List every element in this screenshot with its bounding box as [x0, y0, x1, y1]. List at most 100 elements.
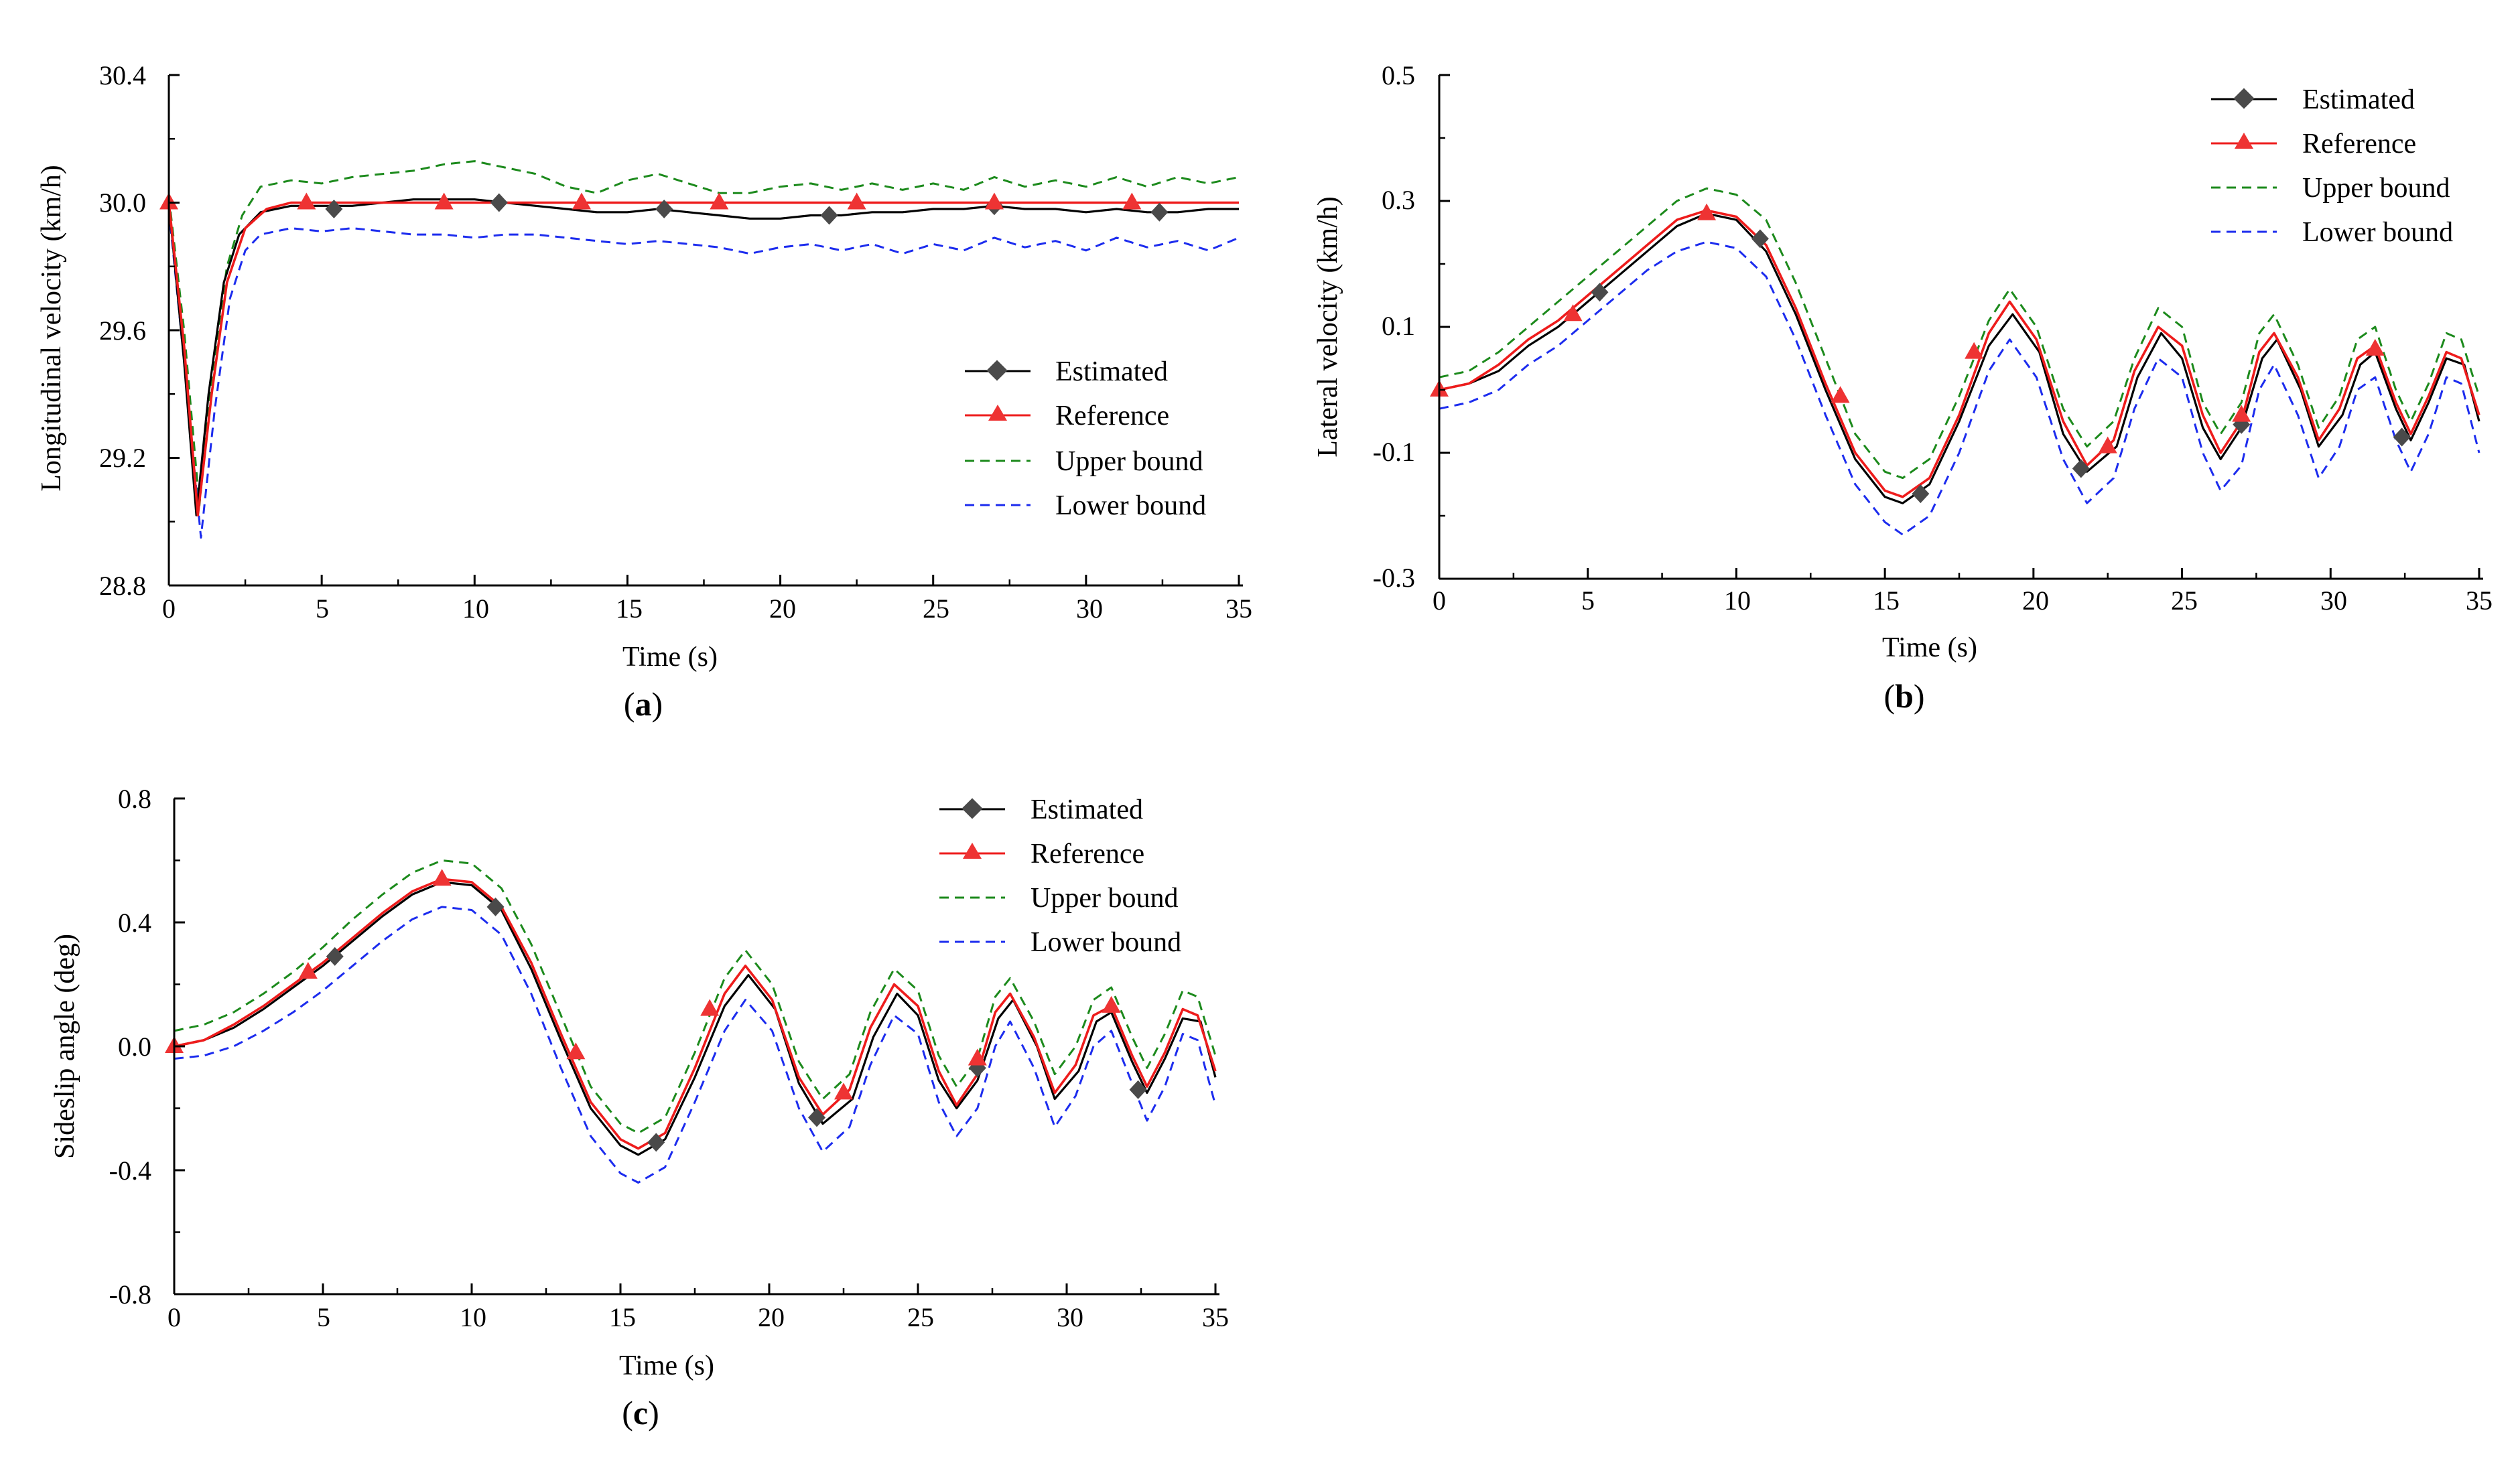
panel-c-legend-upper: Upper bound [1031, 883, 1178, 914]
panel-c-marker-estimated [808, 1108, 826, 1127]
panel-a-marker-reference [434, 192, 454, 210]
panel-c-xtick-label: 35 [1202, 1302, 1229, 1332]
panel-c-ytick-label: -0.8 [109, 1279, 151, 1310]
panel-a-label: (a) [624, 685, 663, 723]
panel-b-legend-estimated: Estimated [2302, 84, 2415, 115]
panel-b-xtick-label: 5 [1581, 585, 1595, 616]
panel-b-xtick-label: 15 [1873, 585, 1900, 616]
panel-c-legend-reference-marker [963, 843, 982, 859]
panel-c-series-upper-bound [174, 859, 1217, 1134]
panel-b-marker-reference [2232, 405, 2251, 422]
panel-a-ytick-label: 30.0 [99, 188, 146, 218]
panel-c-marker-reference [700, 999, 720, 1016]
panel-b-ytick-label: 0.1 [1382, 311, 1415, 341]
panel-b-marker-reference [2098, 436, 2117, 453]
panel-b-ytick-label: -0.3 [1373, 563, 1415, 593]
panel-b-xtick-label: 30 [2320, 585, 2347, 616]
panel-a-marker-reference [710, 192, 729, 210]
panel-c-xlabel: Time (s) [619, 1350, 714, 1381]
panel-b-marker-reference [2365, 338, 2385, 356]
panel-b-series-estimated [1439, 212, 2480, 504]
panel-c: 0.8 0.4 0.0 -0.4 -0.8 0 5 10 15 20 25 30… [50, 784, 1229, 1431]
panel-c-marker-reference [432, 869, 452, 886]
panel-a-legend-reference: Reference [1055, 401, 1169, 431]
panel-a-ytick-label: 30.4 [99, 60, 146, 90]
panel-b-marker-estimated [1912, 484, 1930, 504]
panel-c-legend-reference: Reference [1031, 839, 1144, 869]
panel-a-xtick-label: 0 [162, 593, 176, 624]
panel-c-ytick-label: 0.0 [118, 1032, 151, 1062]
panel-b-ytick-label: 0.3 [1382, 185, 1415, 215]
panel-c-xtick-label: 10 [460, 1302, 486, 1332]
panel-c-marks [165, 859, 1217, 1184]
panel-c-legend: Estimated Reference Upper bound Lower bo… [939, 794, 1181, 958]
panel-b-label: (b) [1883, 677, 1924, 715]
panel-a-xtick-label: 15 [616, 593, 643, 624]
panel-c-series-lower-bound [174, 906, 1217, 1184]
panel-a-marker-estimated [325, 200, 343, 219]
panel-b-marks [1430, 187, 2480, 536]
panel-c-ylabel: Sideslip angle (deg) [50, 934, 80, 1159]
panel-a-xtick-label: 30 [1076, 593, 1103, 624]
panel-c-marker-reference [834, 1082, 853, 1100]
panel-c-xtick-label: 15 [609, 1302, 636, 1332]
panel-b-marker-reference [1965, 342, 1984, 359]
panel-a-xtick-label: 35 [1225, 593, 1252, 624]
panel-a-marker-estimated [1150, 202, 1169, 222]
panel-b-xtick-label: 25 [2171, 585, 2198, 616]
panel-c-xtick-label: 30 [1057, 1302, 1083, 1332]
panel-c-marker-reference [566, 1042, 586, 1060]
panel-c-legend-estimated-marker [961, 798, 983, 819]
panel-b-series-lower-bound [1439, 240, 2480, 536]
panel-a-ylabel: Longitudinal velocity (km/h) [36, 165, 67, 492]
panel-a-xlabel: Time (s) [622, 642, 718, 673]
panel-a-legend-reference-marker [988, 405, 1007, 421]
panel-a-series-lower-bound [168, 208, 1240, 539]
panel-b-marker-estimated [1751, 229, 1769, 249]
panel-c-marker-estimated [326, 947, 344, 966]
panel-a-ytick-label: 29.6 [99, 316, 146, 346]
panel-a-xtick-label: 10 [462, 593, 489, 624]
panel-a-xtick-label: 5 [316, 593, 329, 624]
panel-b-legend-reference: Reference [2302, 129, 2416, 159]
panel-a: 30.4 30.0 29.6 29.2 28.8 0 5 10 15 20 25… [36, 60, 1252, 723]
panel-c-marker-reference [298, 962, 318, 979]
panel-a-marker-reference [572, 192, 591, 210]
panel-a-marker-estimated [490, 193, 508, 212]
panel-a-marker-estimated [655, 200, 673, 219]
panel-b-series-reference [1439, 209, 2480, 498]
panel-b-legend-lower: Lower bound [2302, 217, 2453, 248]
panel-b-marker-estimated [2393, 427, 2411, 447]
panel-b-marker-estimated [2072, 459, 2090, 478]
panel-a-marker-reference [1122, 192, 1142, 210]
panel-a-marker-reference [984, 192, 1004, 210]
panel-b-xtick-label: 0 [1433, 585, 1446, 616]
panel-a-marker-reference [847, 192, 866, 210]
panel-a-xtick-label: 20 [769, 593, 796, 624]
panel-b-legend-reference-marker [2235, 133, 2253, 149]
panel-b-ticks [1438, 74, 2480, 580]
panel-b: 0.5 0.3 0.1 -0.1 -0.3 0 5 10 15 20 25 30… [1313, 60, 2493, 715]
panel-c-marker-estimated [486, 897, 505, 916]
panel-c-label: (c) [622, 1394, 659, 1431]
panel-b-legend: Estimated Reference Upper bound Lower bo… [2211, 84, 2453, 248]
panel-c-xtick-label: 0 [168, 1302, 181, 1332]
panel-c-xtick-label: 20 [758, 1302, 785, 1332]
panel-c-marker-reference [968, 1048, 987, 1066]
panel-b-marker-reference [1697, 203, 1717, 220]
panel-a-legend: Estimated Reference Upper bound Lower bo… [965, 356, 1206, 521]
panel-b-marker-reference [1563, 304, 1583, 322]
panel-b-series-upper-bound [1439, 187, 2480, 480]
panel-c-ytick-label: 0.8 [118, 784, 151, 814]
panel-c-series-estimated [174, 881, 1217, 1156]
panel-a-ticks [168, 74, 1240, 587]
panel-b-xtick-label: 35 [2466, 585, 2493, 616]
panel-b-marker-estimated [1591, 283, 1609, 302]
panel-a-ytick-label: 29.2 [99, 443, 146, 473]
panel-b-legend-estimated-marker [2233, 88, 2255, 109]
panel-a-xtick-label: 25 [923, 593, 949, 624]
panel-b-ytick-label: -0.1 [1373, 437, 1415, 467]
panel-a-legend-estimated-marker [986, 360, 1008, 381]
panel-b-ytick-label: 0.5 [1382, 60, 1415, 90]
